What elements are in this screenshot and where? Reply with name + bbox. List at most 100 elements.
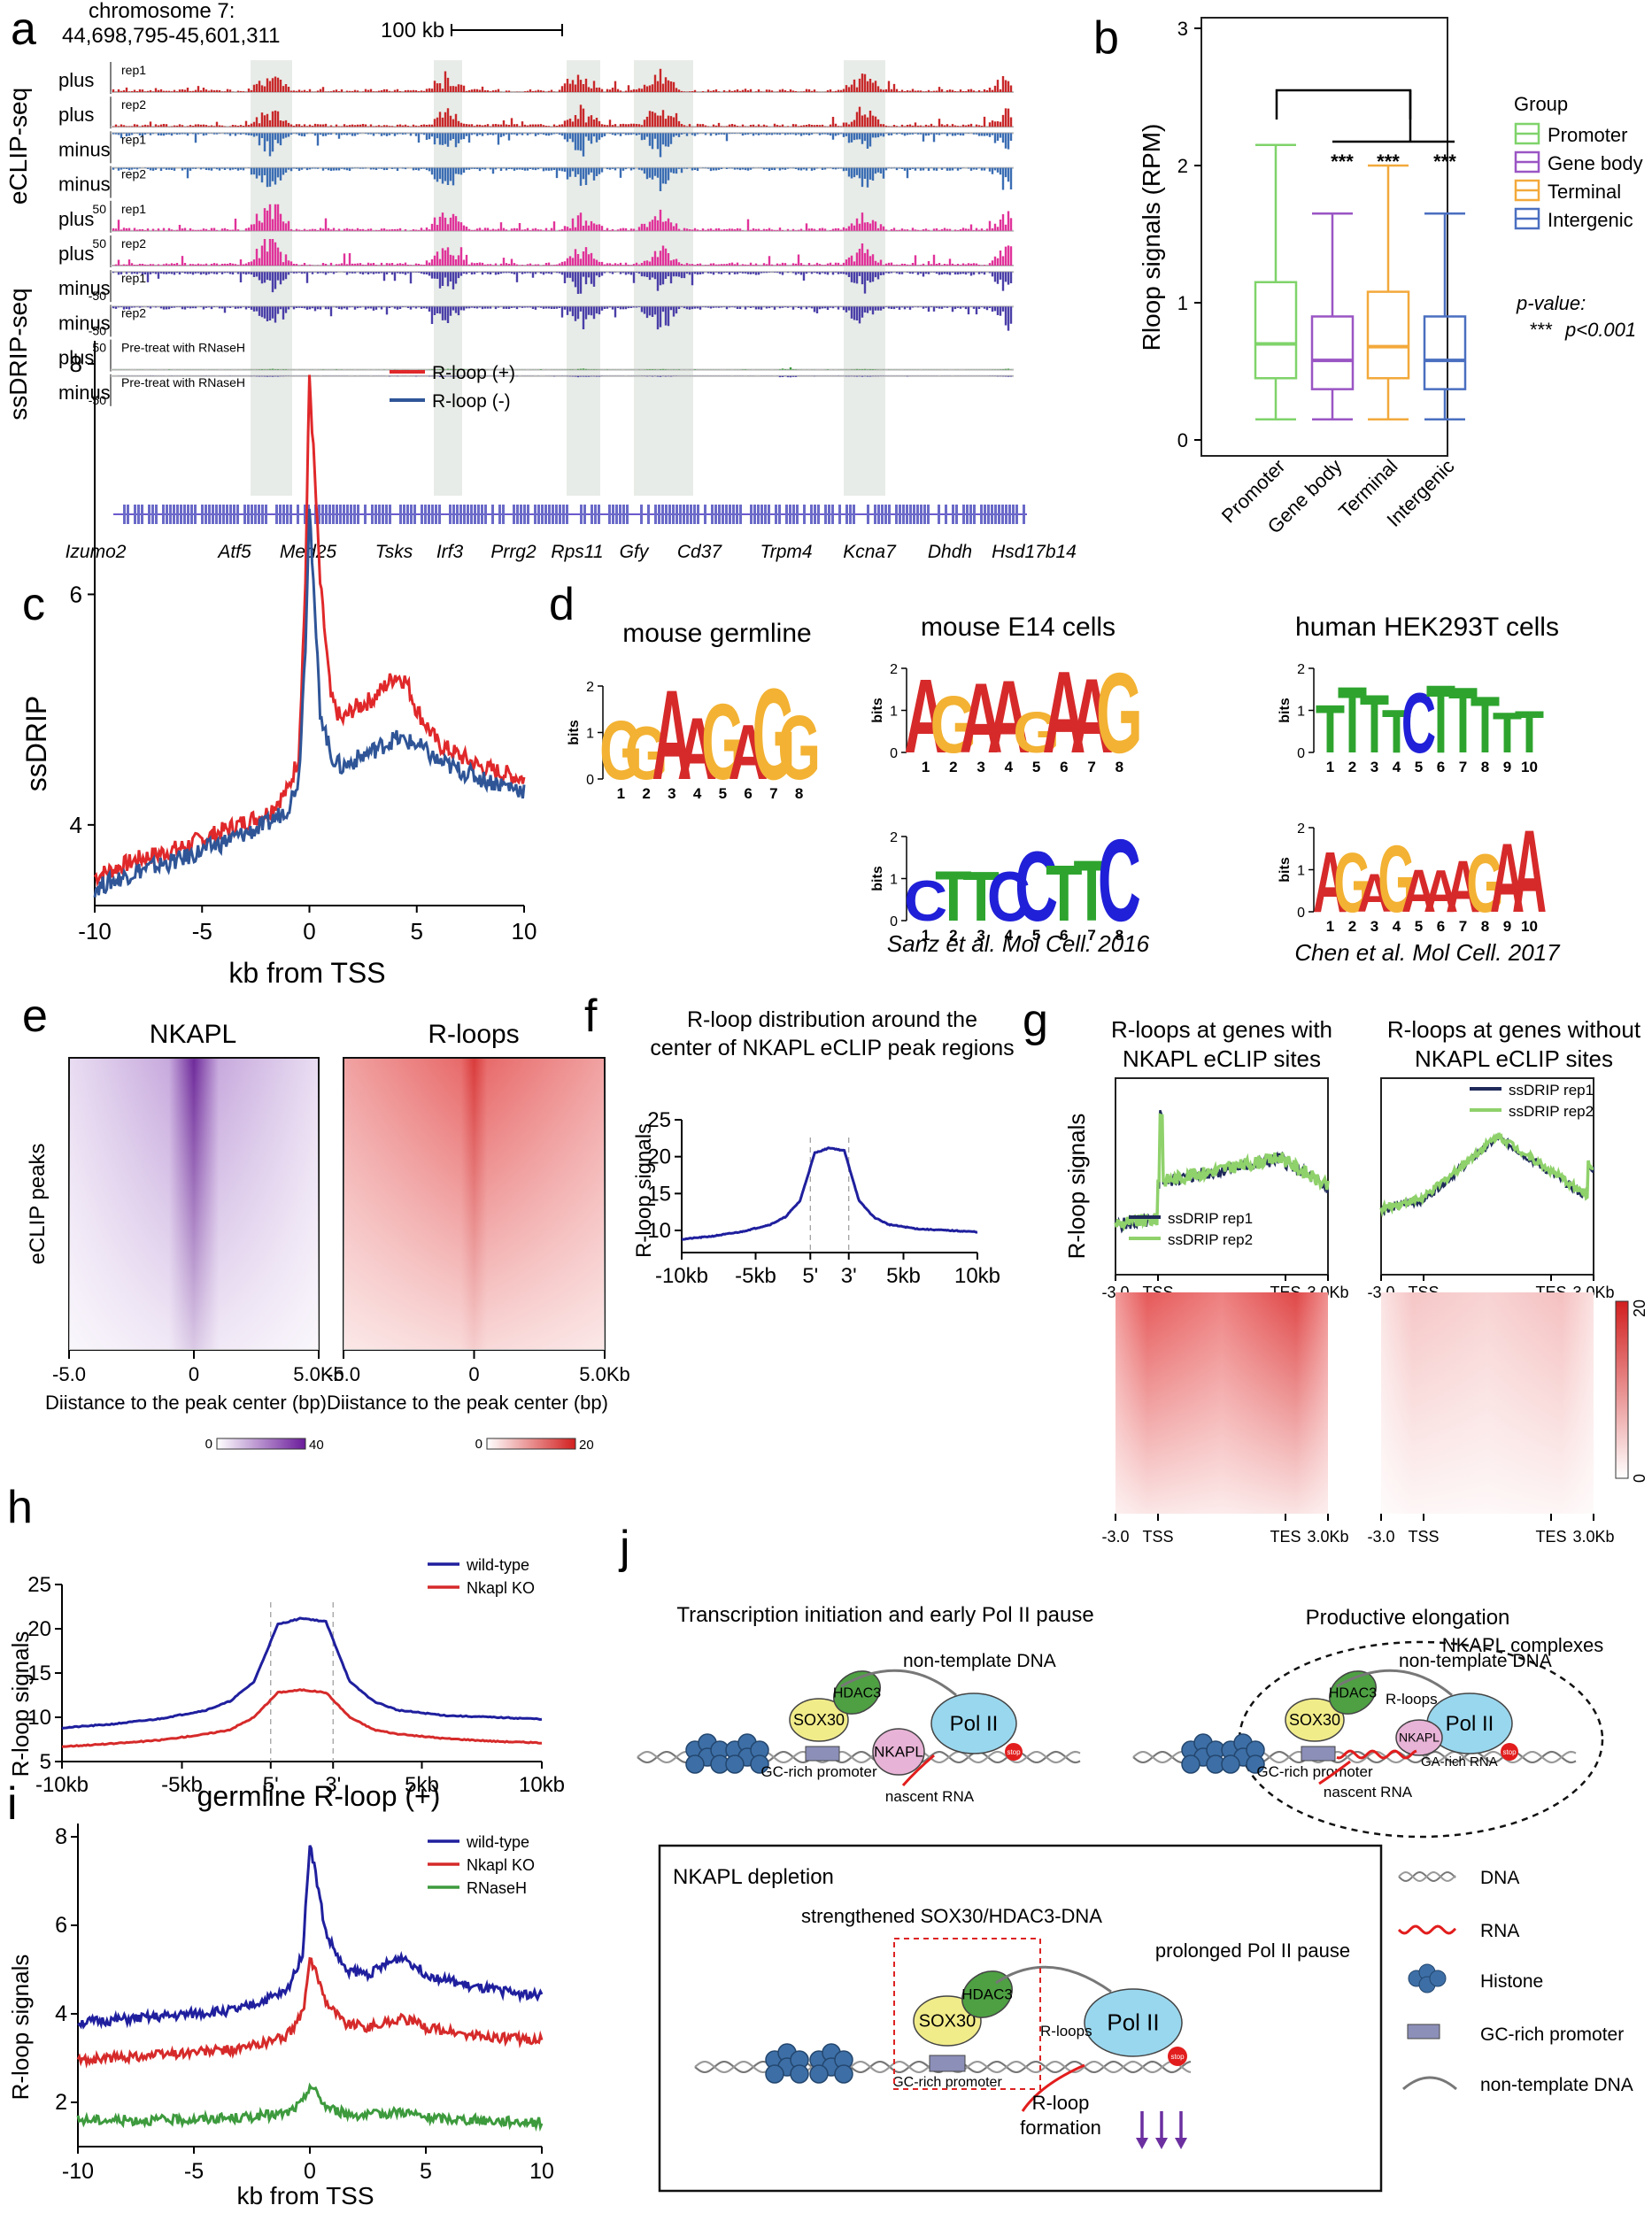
j-sox30: SOX30 <box>1285 1698 1345 1742</box>
g-heatmap-xtick: TES <box>1270 1528 1301 1546</box>
a-track-ymin: -50 <box>89 393 106 407</box>
a-coverage-track <box>112 375 1013 378</box>
svg-text:SOX30: SOX30 <box>793 1711 845 1729</box>
d-ytick: 2 <box>1297 662 1305 677</box>
b-ylabel: Rloop signals (RPM) <box>1138 124 1165 351</box>
d-logo-letter: T <box>1360 679 1389 771</box>
g-series-line <box>1379 1132 1594 1218</box>
j-nontemplate-dna <box>1336 1669 1453 1697</box>
d-logo-letter: A <box>1446 844 1480 928</box>
b-sig-stars: *** <box>1377 150 1400 173</box>
d-position: 8 <box>1481 918 1489 935</box>
c-legend-item: R-loop (-) <box>432 391 511 412</box>
a-track-strand: plus <box>58 347 94 369</box>
b-box-2: Terminal <box>1334 164 1410 522</box>
d-ytick: 2 <box>1297 821 1305 837</box>
i-ytick: 4 <box>55 2001 67 2026</box>
d-position: 8 <box>795 785 803 802</box>
i-legend-item: Nkapl KO <box>467 1856 535 1874</box>
d-logo-letter: A <box>729 709 768 796</box>
svg-text:Pol II: Pol II <box>1446 1712 1494 1736</box>
a-coverage-track <box>112 366 1013 370</box>
d-logo-letter: C <box>1015 830 1058 942</box>
g-scale-min: 0 <box>1631 1474 1648 1483</box>
b-frame <box>1200 17 1448 457</box>
d-logo-letter: G <box>930 680 977 770</box>
i-legend-item: RNaseH <box>467 1879 527 1897</box>
a-track-strand: minus <box>58 312 111 334</box>
g-series-line <box>1114 1113 1330 1232</box>
h-ylabel: R-loop signals <box>7 1631 34 1777</box>
d-ytick: 1 <box>890 873 898 888</box>
d-logo-letter: A <box>1490 823 1525 934</box>
d-position: 5 <box>719 785 727 802</box>
j-stop <box>1501 1743 1518 1761</box>
d-logo-letter: A <box>1424 858 1458 925</box>
j-rloop-formation-2: formation <box>1020 2117 1101 2139</box>
j-histone <box>1221 1733 1265 1774</box>
j-legend-item: DNA <box>1480 1868 1519 1888</box>
d-ylabel: bits <box>1278 857 1293 883</box>
a-gene-label: Irf3 <box>436 542 464 562</box>
d-position: 2 <box>949 927 957 944</box>
c-ytick: 4 <box>70 812 82 838</box>
j-legend-item: Histone <box>1480 1971 1543 1992</box>
panel-f: R-loop distribution around the center of… <box>632 1007 1015 1288</box>
d-logo-letter: C <box>1401 675 1436 770</box>
h-ytick: 25 <box>27 1573 51 1597</box>
d-position: 4 <box>1005 759 1014 775</box>
a-track-strand: plus <box>58 243 94 265</box>
a-track-tag: rep2 <box>121 167 146 181</box>
a-gene-label: Kcna7 <box>843 542 897 562</box>
a-coverage-track <box>112 133 1013 158</box>
d-position: 2 <box>1348 759 1356 775</box>
a-gene-label: Tsks <box>375 542 413 562</box>
a-track-strand: plus <box>58 69 94 91</box>
g-title-right-1: R-loops at genes without <box>1387 1016 1641 1043</box>
e-xtick: 5.0Kb <box>579 1363 630 1385</box>
a-track-strand: minus <box>58 138 111 160</box>
j-nontemplate-label: non-template DNA <box>903 1651 1056 1671</box>
c-xtick: 5 <box>411 918 423 945</box>
d-logo-letter: T <box>1046 849 1082 938</box>
j-legend-promoter <box>1407 2024 1440 2040</box>
e-xtick: 0 <box>468 1363 479 1385</box>
d-position: 2 <box>642 785 650 802</box>
svg-text:SOX30: SOX30 <box>1289 1711 1340 1729</box>
e-xtick: 0 <box>189 1363 199 1385</box>
j-legend-nontemplate <box>1402 2076 1457 2091</box>
d-position: 2 <box>1348 918 1356 935</box>
chrom-label: chromosome 7: <box>89 0 235 23</box>
d-logo-letter: T <box>1073 843 1109 939</box>
j-hdac3: HDAC3 <box>833 1670 881 1715</box>
svg-text:HDAC3: HDAC3 <box>961 1986 1013 2003</box>
d-position: 9 <box>1503 918 1511 935</box>
d-ytick: 2 <box>890 662 898 677</box>
a-coverage-track <box>112 204 1013 231</box>
g-legend-item: ssDRIP rep2 <box>1509 1103 1594 1120</box>
c-series-line <box>93 374 526 888</box>
a-gene-label: Rps11 <box>551 542 603 562</box>
j-nkapl: NKAPL <box>1395 1719 1443 1756</box>
d-position: 6 <box>1437 918 1445 935</box>
j-promoter-box <box>805 1746 840 1762</box>
d-logo-letter: T <box>1338 667 1367 772</box>
d-logo-letter: A <box>1357 864 1392 924</box>
i-xtick: -10 <box>62 2159 94 2184</box>
h-ytick: 20 <box>27 1617 51 1641</box>
e-scale-nkapl <box>216 1438 306 1450</box>
f-xtick: -5kb <box>735 1264 776 1288</box>
i-xtick: 10 <box>529 2159 554 2184</box>
e-scale-rloops-min: 0 <box>475 1437 482 1452</box>
d-logo-letter: A <box>1070 657 1114 775</box>
j-rloop-formation-1: R-loop <box>1032 2092 1090 2114</box>
d-logo-letter: G <box>753 661 796 806</box>
d-logo-letter: G <box>1013 700 1060 766</box>
j-histone <box>725 1733 769 1774</box>
a-track-tag: rep1 <box>121 271 146 285</box>
d-logo-letter: G <box>625 710 668 795</box>
d-ytick: 1 <box>1297 705 1305 720</box>
panel-label-b: b <box>1093 12 1119 64</box>
h-xtick: 3' <box>325 1773 341 1797</box>
a-track-tag: rep2 <box>121 97 146 112</box>
